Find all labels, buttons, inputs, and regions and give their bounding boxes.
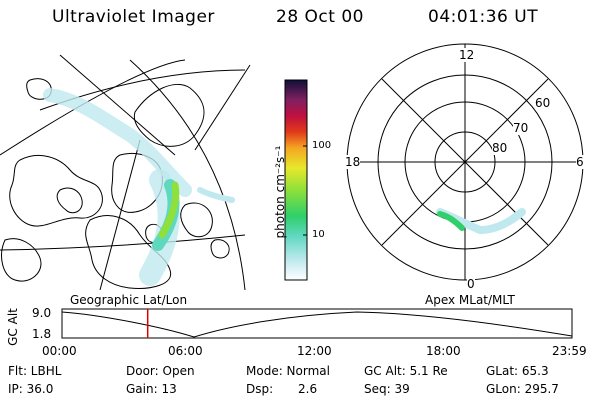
aurora-oval-bright — [437, 211, 465, 231]
time-label: 04:01:36 UT — [428, 7, 539, 27]
timeline-y-tick: 9.0 — [32, 306, 52, 320]
mlt-label-12: 12 — [459, 48, 475, 62]
timeline-x-tick: 18:00 — [426, 344, 461, 358]
filter-readout: Flt: LBHL — [8, 364, 62, 378]
door-readout: Door: Open — [126, 364, 195, 378]
gc-alt-readout: GC Alt: 5.1 Re — [364, 364, 448, 378]
date-label: 28 Oct 00 — [276, 7, 364, 27]
aurora-faint — [43, 88, 192, 197]
aurora-mid — [197, 187, 235, 203]
dsp-label: Dsp: — [246, 382, 274, 396]
mlat-label-60: 60 — [535, 96, 551, 110]
lat-line — [129, 59, 246, 290]
lat-line — [0, 234, 246, 251]
apex-title: Apex MLat/MLT — [425, 293, 515, 307]
altitude-timeline — [61, 308, 573, 339]
lon-line — [59, 54, 176, 156]
glat-readout: GLat: 65.3 — [486, 364, 549, 378]
timeline-x-tick: 23:59 — [552, 344, 587, 358]
mlat-label-70: 70 — [513, 121, 529, 135]
altitude-curve — [61, 311, 573, 338]
app-title: Ultraviolet Imager — [52, 7, 215, 27]
timeline-x-tick: 06:00 — [168, 344, 203, 358]
timeline-x-tick: 00:00 — [42, 344, 77, 358]
coast — [56, 187, 83, 214]
timeline-axis-label: GC Alt — [5, 308, 20, 346]
colorbar-label: photon cm⁻²s⁻¹ — [273, 145, 287, 239]
mlt-label-6: 6 — [576, 155, 584, 169]
gain-readout: Gain: 13 — [126, 382, 177, 396]
timeline-x-tick: 12:00 — [297, 344, 332, 358]
hudson-bay-coast — [85, 215, 172, 289]
dsp-value: 2.6 — [298, 382, 318, 396]
coast — [1, 238, 42, 282]
coast — [180, 202, 213, 238]
mode-readout: Mode: Normal — [246, 364, 330, 378]
lat-line — [0, 59, 186, 156]
ip-readout: IP: 36.0 — [8, 382, 54, 396]
timeline-y-tick: 1.8 — [32, 327, 52, 341]
geographic-title: Geographic Lat/Lon — [70, 293, 188, 307]
mlt-label-18: 18 — [345, 155, 361, 169]
lon-line — [194, 64, 251, 151]
greenland-coast — [133, 83, 205, 147]
polar-plot — [346, 43, 584, 281]
colorbar-tick-label: 10 — [312, 229, 325, 240]
mlt-line — [381, 78, 549, 246]
coast — [210, 239, 230, 259]
colorbar — [284, 79, 308, 281]
coast — [9, 155, 103, 227]
aurora-bright — [158, 181, 180, 239]
geographic-map — [0, 54, 251, 290]
seq-readout: Seq: 39 — [364, 382, 410, 396]
coast — [26, 78, 52, 100]
lon-line — [99, 139, 141, 290]
colorbar-tick-label: 100 — [312, 140, 332, 151]
mlt-label-0: 0 — [467, 277, 475, 291]
mlat-label-80: 80 — [492, 141, 508, 155]
glon-readout: GLon: 295.7 — [486, 382, 559, 396]
